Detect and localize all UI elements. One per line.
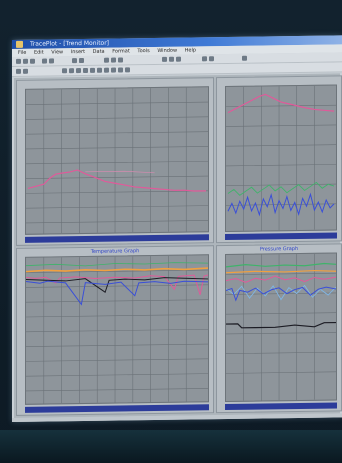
copy-icon[interactable]	[49, 58, 54, 64]
pointer-icon[interactable]	[16, 68, 21, 74]
plot-area[interactable]	[225, 252, 337, 403]
trend-plot	[26, 255, 208, 404]
redo-icon[interactable]	[79, 57, 84, 64]
rect-tool-icon[interactable]	[69, 68, 74, 74]
monitor-bezel	[0, 430, 342, 463]
time-axis-bar	[25, 234, 209, 243]
zoom-out-icon[interactable]	[169, 56, 174, 62]
menu-edit[interactable]: Edit	[33, 49, 44, 56]
app-icon	[16, 40, 23, 48]
time-axis-bar	[225, 232, 337, 241]
undo-icon[interactable]	[72, 58, 77, 64]
panel-top-left	[16, 77, 214, 246]
save-icon[interactable]	[30, 58, 35, 64]
panel-top-right	[216, 75, 342, 244]
pink-trace	[226, 275, 336, 283]
ellipse-tool-icon[interactable]	[76, 68, 81, 74]
green-trace	[26, 262, 208, 267]
pink-trace	[27, 169, 207, 192]
green-trace	[227, 181, 335, 196]
measure-tool-icon[interactable]	[111, 67, 116, 73]
legend-tool-icon[interactable]	[125, 67, 130, 73]
green-trace	[226, 262, 336, 268]
pink-reference	[85, 170, 155, 174]
black-trace	[226, 321, 336, 329]
annotate-tool-icon[interactable]	[118, 67, 123, 73]
arrow-tool-icon[interactable]	[90, 67, 95, 73]
plot-area[interactable]	[225, 84, 337, 233]
menu-data[interactable]: Data	[92, 48, 105, 55]
new-icon[interactable]	[16, 58, 21, 64]
chart-icon[interactable]	[202, 56, 207, 62]
menu-insert[interactable]: Insert	[70, 48, 86, 56]
pink-trace	[227, 93, 335, 114]
line-tool-icon[interactable]	[62, 68, 67, 74]
open-icon[interactable]	[23, 58, 28, 64]
blue-trace	[227, 192, 335, 217]
marker-tool-icon[interactable]	[97, 67, 102, 73]
panel-bottom-right: Pressure Graph	[216, 243, 342, 414]
find-icon[interactable]	[118, 57, 123, 63]
grid-icon[interactable]	[209, 56, 214, 62]
cursor-tool-icon[interactable]	[104, 67, 109, 73]
light-blue-trace	[226, 284, 336, 301]
trend-plot	[226, 85, 336, 231]
menu-format[interactable]: Format	[112, 48, 130, 55]
blue-trace	[226, 286, 336, 302]
trend-plot	[226, 253, 336, 401]
pan-icon[interactable]	[23, 68, 28, 74]
workspace: Temperature Graph	[14, 73, 342, 418]
time-axis-bar	[25, 404, 209, 413]
time-axis-bar	[225, 402, 337, 411]
plot-area[interactable]	[25, 254, 209, 405]
app-window: TracePlot - [Trend Monitor] File Edit Vi…	[12, 35, 342, 423]
cut-icon[interactable]	[104, 57, 109, 63]
trend-plot	[26, 87, 208, 234]
settings-icon[interactable]	[242, 55, 247, 61]
orange-trace	[26, 267, 208, 273]
text-tool-icon[interactable]	[83, 67, 88, 74]
plot-area[interactable]	[25, 86, 209, 235]
menu-window[interactable]: Window	[157, 47, 178, 54]
menu-help[interactable]: Help	[184, 47, 197, 54]
fit-icon[interactable]	[176, 56, 181, 62]
menu-view[interactable]: View	[51, 49, 64, 56]
black-trace	[26, 277, 208, 293]
menu-tools[interactable]: Tools	[137, 48, 150, 55]
paste-icon[interactable]	[111, 57, 116, 63]
zoom-in-icon[interactable]	[162, 56, 167, 62]
orange-trace	[226, 269, 336, 274]
menu-file[interactable]: File	[18, 49, 27, 56]
blue-trace	[26, 280, 208, 306]
print-icon[interactable]	[42, 58, 47, 64]
panel-bottom-left: Temperature Graph	[16, 245, 214, 416]
